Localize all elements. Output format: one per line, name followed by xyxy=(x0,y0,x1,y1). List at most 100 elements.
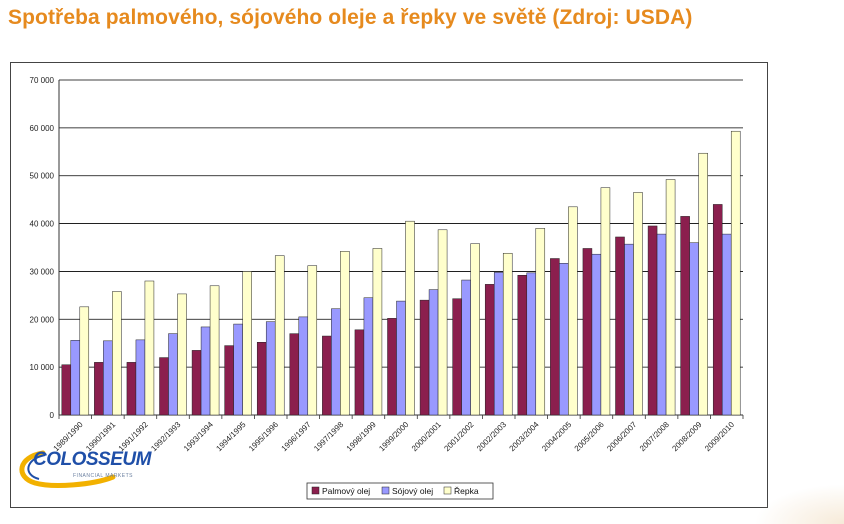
chart-frame: 0 10 000 20 000 30 000 40 000 50 000 60 000 70 … xyxy=(10,62,768,508)
logo-swoosh-icon xyxy=(19,450,116,488)
logo-wordmark: COLOSSEUM xyxy=(33,449,151,470)
y-tick-label: 60 000 xyxy=(30,124,55,133)
bar-palm-oil xyxy=(224,345,234,416)
bar-rapeseed xyxy=(730,130,741,416)
bar-rapeseed xyxy=(568,206,578,416)
legend-label: Palmový olej xyxy=(322,486,370,496)
corner-decoration xyxy=(754,484,844,524)
bar-palm-oil xyxy=(354,329,365,416)
bar-soy-oil xyxy=(559,263,569,416)
bar-soy-oil xyxy=(461,279,471,416)
bar-palm-oil xyxy=(550,258,560,416)
x-tick-label: 2003/2004 xyxy=(508,420,541,453)
bar-soy-oil xyxy=(265,321,276,416)
x-tick-label: 1996/1997 xyxy=(280,420,313,453)
bar-palm-oil xyxy=(517,275,528,416)
bar-palm-oil xyxy=(94,362,104,416)
x-tick-label: 1994/1995 xyxy=(214,420,247,453)
bar-palm-oil xyxy=(61,364,72,416)
bar-soy-oil xyxy=(526,272,537,416)
bar-palm-oil xyxy=(452,298,462,416)
legend-label: Sójový olej xyxy=(392,486,433,496)
bar-palm-oil xyxy=(712,204,723,416)
bar-palm-oil xyxy=(322,335,332,416)
x-tick-label: 2001/2002 xyxy=(442,420,475,453)
x-tick-label: 2000/2001 xyxy=(410,420,443,453)
bar-rapeseed xyxy=(437,229,448,416)
bar-rapeseed xyxy=(307,265,318,416)
bar-rapeseed xyxy=(209,285,220,416)
colosseum-logo: COLOSSEUM FINANCIAL MARKETS xyxy=(13,443,173,493)
bar-rapeseed xyxy=(144,280,155,416)
bar-soy-oil xyxy=(396,300,406,416)
x-tick-label: 2004/2005 xyxy=(540,420,573,453)
x-tick-label: 2007/2008 xyxy=(638,420,671,453)
bar-rapeseed xyxy=(665,179,676,416)
bar-palm-oil xyxy=(680,216,690,416)
bar-palm-oil xyxy=(419,299,430,416)
bar-soy-oil xyxy=(135,339,146,416)
y-tick-label: 70 000 xyxy=(30,76,55,85)
legend-swatch xyxy=(381,486,390,495)
bar-chart: 0 10 000 20 000 30 000 40 000 50 000 60 000 70 … xyxy=(30,76,744,500)
bar-rapeseed xyxy=(502,252,513,416)
y-tick-label: 30 000 xyxy=(30,267,55,276)
x-tick-label: 1993/1994 xyxy=(182,420,215,453)
x-tick-label: 2006/2007 xyxy=(605,420,638,453)
bar-rapeseed xyxy=(633,192,643,416)
x-tick-label: 2005/2006 xyxy=(573,420,606,453)
x-tick-label: 2009/2010 xyxy=(703,420,736,453)
bar-soy-oil xyxy=(689,242,699,416)
bar-soy-oil xyxy=(428,289,439,416)
bar-soy-oil xyxy=(363,297,374,416)
x-tick-label: 1999/2000 xyxy=(377,420,410,453)
y-tick-label: 50 000 xyxy=(30,172,55,181)
bar-palm-oil xyxy=(647,225,658,416)
bar-rapeseed xyxy=(470,243,480,416)
bar-soy-oil xyxy=(233,323,243,416)
bar-rapeseed xyxy=(340,251,350,416)
y-tick-label: 10 000 xyxy=(30,363,55,372)
bar-palm-oil xyxy=(484,284,495,416)
bar-soy-oil xyxy=(493,272,504,416)
bar-soy-oil xyxy=(721,233,732,416)
bar-palm-oil xyxy=(159,357,169,416)
bar-rapeseed xyxy=(405,220,415,416)
bar-rapeseed xyxy=(698,152,708,416)
bar-soy-oil xyxy=(168,333,178,416)
bar-soy-oil xyxy=(331,308,341,416)
bar-rapeseed xyxy=(177,293,187,416)
logo-tagline: FINANCIAL MARKETS xyxy=(73,473,133,479)
x-tick-label: 2008/2009 xyxy=(670,420,703,453)
page-title: Spotřeba palmového, sójového oleje a řep… xyxy=(8,6,693,29)
bar-palm-oil xyxy=(582,248,593,416)
x-tick-label: 2002/2003 xyxy=(475,420,508,453)
legend-swatch xyxy=(311,486,320,495)
bar-rapeseed xyxy=(112,291,122,416)
x-tick-label: 1995/1996 xyxy=(247,420,280,453)
bar-palm-oil xyxy=(387,318,397,416)
y-tick-label: 20 000 xyxy=(30,315,55,324)
bar-soy-oil xyxy=(200,326,211,416)
bar-soy-oil xyxy=(591,253,602,416)
bar-rapeseed xyxy=(242,271,252,416)
bar-soy-oil xyxy=(656,233,667,416)
bar-rapeseed xyxy=(535,228,546,416)
bar-rapeseed xyxy=(372,248,383,416)
bar-palm-oil xyxy=(615,236,625,416)
bar-rapeseed xyxy=(274,255,285,416)
legend-swatch xyxy=(443,486,452,495)
bar-palm-oil xyxy=(191,350,202,416)
bar-soy-oil xyxy=(298,316,309,416)
x-tick-label: 1998/1999 xyxy=(345,420,378,453)
bar-soy-oil xyxy=(103,340,113,416)
y-tick-label: 0 xyxy=(50,411,55,420)
x-tick-label: 1997/1998 xyxy=(312,420,345,453)
bar-palm-oil xyxy=(256,342,267,416)
bar-palm-oil xyxy=(289,333,300,416)
bar-rapeseed xyxy=(600,187,611,416)
bar-rapeseed xyxy=(79,306,90,416)
bar-palm-oil xyxy=(126,362,137,416)
bar-soy-oil xyxy=(624,243,634,416)
y-tick-label: 40 000 xyxy=(30,220,55,229)
